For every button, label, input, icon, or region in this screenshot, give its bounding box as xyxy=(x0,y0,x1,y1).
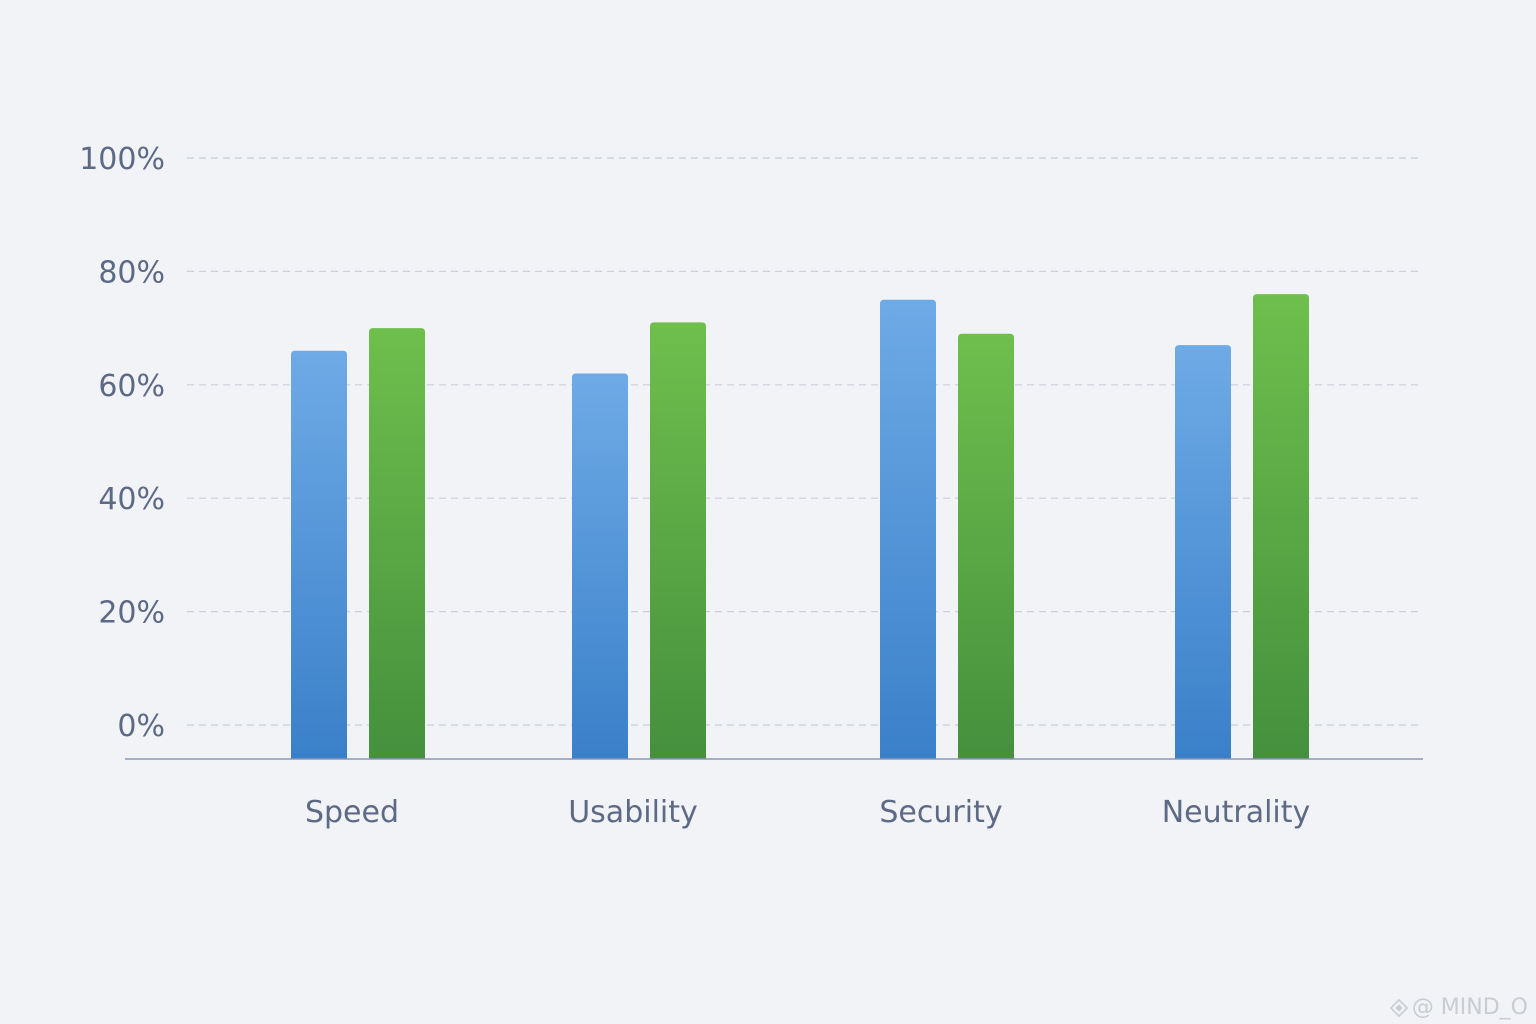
bar-usability-series-1 xyxy=(572,373,628,759)
bar-speed-series-2 xyxy=(369,328,425,759)
watermark-text: @ MIND_O xyxy=(1411,995,1528,1020)
watermark: @ MIND_O xyxy=(1389,995,1528,1020)
y-tick-label: 60% xyxy=(98,369,165,404)
bar-neutrality-series-1 xyxy=(1175,345,1231,759)
x-category-label-neutrality: Neutrality xyxy=(1162,795,1311,830)
x-category-label-usability: Usability xyxy=(568,795,698,830)
bar-security-series-1 xyxy=(880,299,936,759)
y-tick-label: 40% xyxy=(98,482,165,517)
diamond-logo-icon xyxy=(1389,998,1408,1017)
bar-speed-series-1 xyxy=(291,350,347,759)
bar-security-series-2 xyxy=(958,333,1014,759)
y-tick-label: 100% xyxy=(79,142,165,177)
y-tick-label: 20% xyxy=(98,596,165,631)
x-axis-category-labels: Speed Usability Security Neutrality xyxy=(305,795,1310,830)
bar-usability-series-2 xyxy=(650,322,706,759)
bars xyxy=(291,294,1309,759)
y-axis-tick-labels: 0% 20% 40% 60% 80% 100% xyxy=(79,142,165,744)
x-category-label-speed: Speed xyxy=(305,795,399,830)
bar-neutrality-series-2 xyxy=(1253,294,1309,759)
x-category-label-security: Security xyxy=(879,795,1002,830)
y-tick-label: 80% xyxy=(98,255,165,290)
y-tick-label: 0% xyxy=(117,709,165,744)
